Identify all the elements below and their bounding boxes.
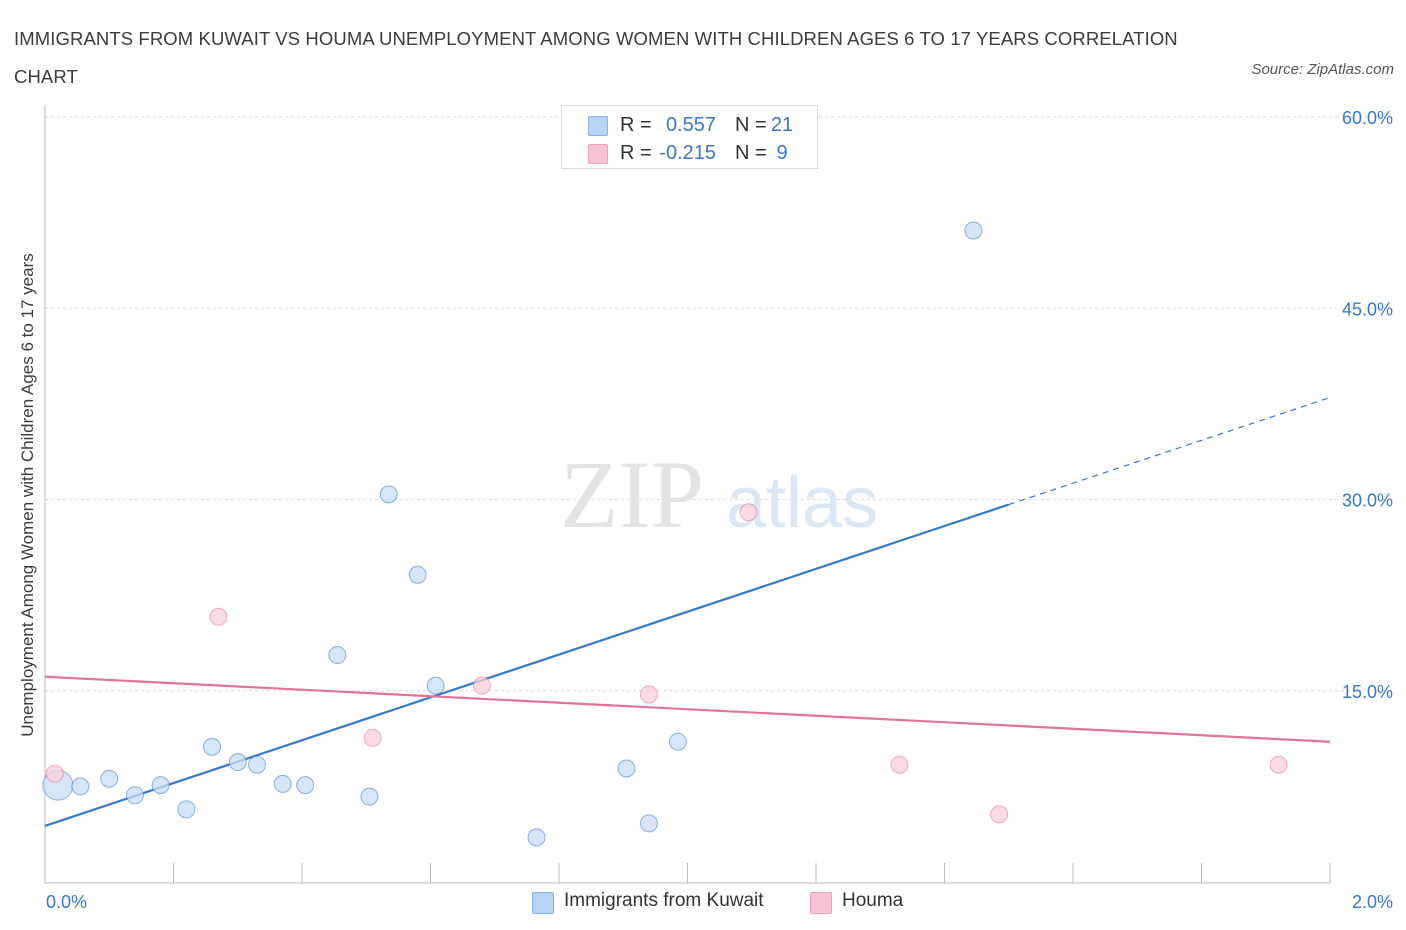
legend-r-value: 0.557 <box>665 114 716 136</box>
data-point-kuwait <box>228 753 247 772</box>
data-point-kuwait <box>100 769 119 788</box>
legend-label-kuwait: Immigrants from Kuwait <box>564 890 764 911</box>
data-point-kuwait <box>639 814 658 833</box>
data-point-houma <box>363 728 382 747</box>
data-point-kuwait <box>379 485 398 504</box>
data-point-kuwait <box>360 787 379 806</box>
legend-swatch-houma <box>588 144 608 164</box>
legend-swatch-houma <box>810 892 832 914</box>
y-tick-label: 45.0% <box>1342 299 1393 319</box>
data-point-kuwait <box>273 774 292 793</box>
data-point-kuwait <box>328 646 347 665</box>
chart-title: IMMIGRANTS FROM KUWAIT VS HOUMA UNEMPLOY… <box>14 28 1178 87</box>
trend-line-kuwait <box>44 503 1010 827</box>
series-legend: Immigrants from Kuwait Houma <box>0 889 1406 915</box>
x-tick-label: 2.0% <box>1352 892 1393 912</box>
data-point-kuwait <box>527 828 546 847</box>
axes <box>44 105 1331 884</box>
trend-line-extension <box>1008 396 1331 506</box>
data-point-kuwait <box>177 800 196 819</box>
legend-r-label: R = <box>620 114 652 136</box>
correlation-legend: R = 0.557 N = 21 R = -0.215 N = 9 <box>561 105 818 169</box>
watermark: ZIP atlas <box>560 441 878 548</box>
trend-lines <box>44 396 1331 827</box>
data-point-kuwait <box>296 776 315 795</box>
legend-swatch-kuwait <box>588 116 608 136</box>
legend-row-houma: R = -0.215 N = 9 <box>562 140 817 168</box>
data-point-kuwait <box>203 737 222 756</box>
data-point-kuwait <box>964 221 983 240</box>
legend-label-houma: Houma <box>842 890 904 911</box>
data-point-houma <box>990 805 1009 824</box>
legend-row-kuwait: R = 0.557 N = 21 <box>562 112 817 140</box>
watermark-zip: ZIP <box>560 441 704 548</box>
y-tick-label: 60.0% <box>1342 108 1393 128</box>
legend-n-label: N = <box>735 142 767 164</box>
y-tick-label: 15.0% <box>1342 682 1393 702</box>
watermark-atlas: atlas <box>726 463 878 543</box>
data-point-kuwait <box>71 777 90 796</box>
data-point-kuwait <box>426 676 445 695</box>
data-point-houma <box>639 685 658 704</box>
data-point-kuwait <box>151 776 170 795</box>
legend-swatch-kuwait <box>532 892 554 914</box>
legend-n-value: 21 <box>770 114 794 136</box>
tick-labels: 15.0% 30.0% 45.0% 60.0% 0.0% 2.0% <box>46 108 1393 912</box>
legend-n-value: 9 <box>776 142 788 164</box>
data-points <box>42 221 1288 847</box>
x-tick-label: 0.0% <box>46 892 87 912</box>
data-point-kuwait <box>668 732 687 751</box>
grid-lines <box>45 116 1392 692</box>
data-point-houma <box>472 676 491 695</box>
data-point-kuwait <box>617 759 636 778</box>
trend-line-houma <box>44 675 1331 743</box>
data-point-houma <box>1269 755 1288 774</box>
data-point-houma <box>890 755 909 774</box>
y-tick-label: 30.0% <box>1342 491 1393 511</box>
data-point-kuwait <box>125 786 144 805</box>
data-point-kuwait <box>408 565 427 584</box>
chart-source: Source: ZipAtlas.com <box>1251 61 1394 78</box>
legend-r-label: R = <box>620 142 652 164</box>
data-point-houma <box>45 764 64 783</box>
y-axis-label: Unemployment Among Women with Children A… <box>18 253 37 737</box>
data-point-kuwait <box>248 755 267 774</box>
legend-n-label: N = <box>735 114 767 136</box>
legend-r-value: -0.215 <box>659 142 716 164</box>
data-point-houma <box>209 607 228 626</box>
data-point-houma <box>739 503 758 522</box>
